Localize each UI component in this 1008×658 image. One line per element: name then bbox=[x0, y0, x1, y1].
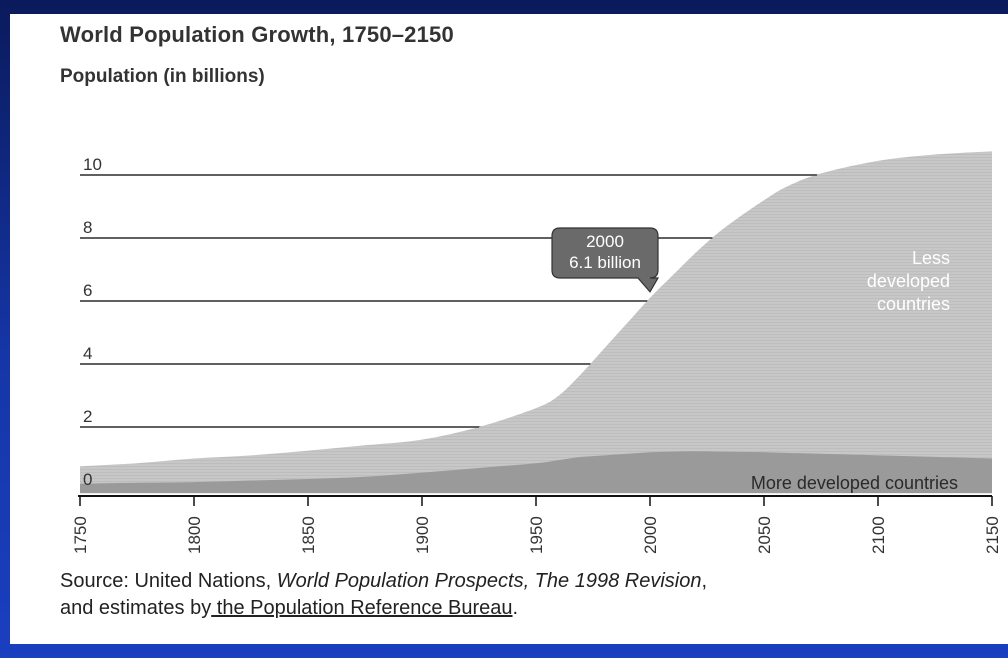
y-tick-label-6: 6 bbox=[83, 281, 92, 300]
y-axis-label: Population (in billions) bbox=[60, 66, 265, 87]
callout-text-1: 6.1 billion bbox=[569, 253, 641, 272]
callout-annotation: 2000 6.1 billion bbox=[551, 227, 660, 293]
x-axis: 1750 1800 1850 1900 1950 2000 2050 2100 2150 bbox=[71, 495, 1002, 554]
label-less-developed-1: developed bbox=[867, 271, 950, 291]
x-tick-label-1750: 1750 bbox=[71, 516, 90, 554]
area-more-developed bbox=[80, 451, 992, 494]
label-more-developed: More developed countries bbox=[751, 473, 958, 493]
x-tick-label-2000: 2000 bbox=[641, 516, 660, 554]
y-tick-label-2: 2 bbox=[83, 407, 92, 426]
x-tick-label-1850: 1850 bbox=[299, 516, 318, 554]
callout-box bbox=[551, 227, 660, 293]
source-period: . bbox=[512, 597, 519, 619]
callout-text-0: 2000 bbox=[586, 232, 624, 251]
x-tick-label-2050: 2050 bbox=[755, 516, 774, 554]
source-comma: , bbox=[701, 570, 708, 592]
source-bureau: the Population Reference Bureau bbox=[211, 597, 513, 619]
x-tick-label-1900: 1900 bbox=[413, 516, 432, 554]
x-tick-label-2100: 2100 bbox=[869, 516, 888, 554]
label-less-developed-2: countries bbox=[877, 294, 950, 314]
y-tick-labels: 0 2 4 6 8 10 bbox=[83, 155, 102, 489]
chart-title: World Population Growth, 1750–2150 bbox=[60, 22, 454, 47]
population-chart: 0 2 4 6 8 10 1750 1800 1850 1900 1950 2000 2050 2100… bbox=[71, 151, 1002, 554]
y-tick-label-10: 10 bbox=[83, 155, 102, 174]
area-labels: Less developed countries More developed cou… bbox=[751, 248, 958, 493]
y-tick-label-4: 4 bbox=[83, 344, 92, 363]
area-series bbox=[80, 151, 992, 494]
source-prefix: Source: United Nations, bbox=[60, 570, 277, 592]
source-line2-start: and estimates by bbox=[60, 597, 212, 619]
y-tick-label-8: 8 bbox=[83, 218, 92, 237]
y-tick-label-0: 0 bbox=[83, 470, 92, 489]
x-tick-label-2150: 2150 bbox=[983, 516, 1002, 554]
x-tick-label-1950: 1950 bbox=[527, 516, 546, 554]
area-less-developed bbox=[80, 151, 992, 494]
label-less-developed-0: Less bbox=[912, 248, 950, 268]
x-tick-label-1800: 1800 bbox=[185, 516, 204, 554]
source-note: Source: United Nations, World Population… bbox=[60, 568, 960, 622]
source-title: World Population Prospects, The 1998 Rev… bbox=[276, 570, 702, 592]
